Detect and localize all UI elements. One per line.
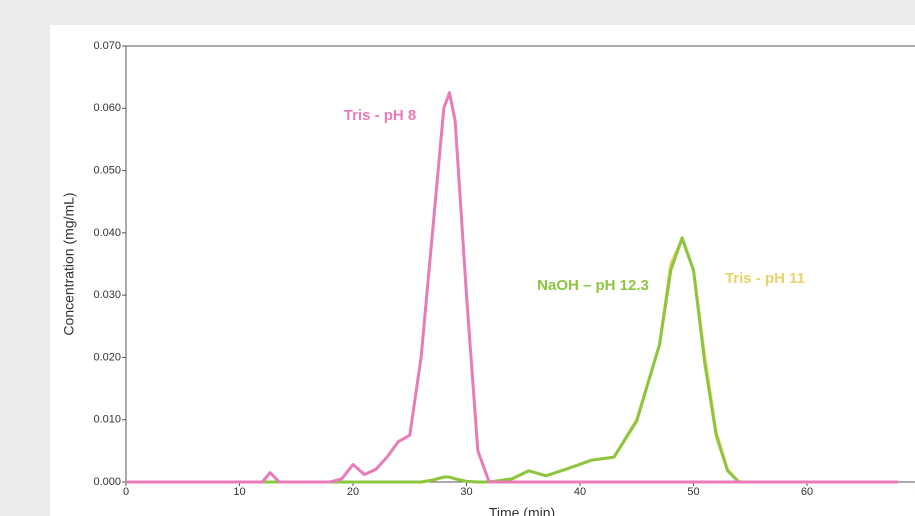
x-tick-label: 50 <box>687 486 699 498</box>
y-tick-label: 0.030 <box>93 289 121 301</box>
x-tick-label: 30 <box>460 486 472 498</box>
x-tick-label: 10 <box>233 486 245 498</box>
x-axis-label: Time (min) <box>489 505 555 516</box>
series-label: Tris - pH 8 <box>344 107 417 124</box>
x-tick-label: 20 <box>347 486 359 498</box>
series-label: NaOH – pH 12.3 <box>537 277 649 294</box>
panel <box>50 25 915 516</box>
y-tick-label: 0.060 <box>93 102 121 114</box>
series-label: Tris - pH 11 <box>725 270 805 287</box>
x-tick-label: 0 <box>123 486 129 498</box>
y-tick-label: 0.020 <box>93 351 121 363</box>
x-tick-label: 60 <box>801 486 813 498</box>
x-tick-label: 40 <box>574 486 586 498</box>
y-tick-label: 0.040 <box>93 227 121 239</box>
y-axis-label: Concentration (mg/mL) <box>61 192 77 335</box>
series-line <box>126 91 898 484</box>
y-tick-label: 0.000 <box>93 476 121 488</box>
y-tick-label: 0.050 <box>93 164 121 176</box>
y-tick-label: 0.010 <box>93 414 121 426</box>
y-tick-label: 0.070 <box>93 40 121 52</box>
